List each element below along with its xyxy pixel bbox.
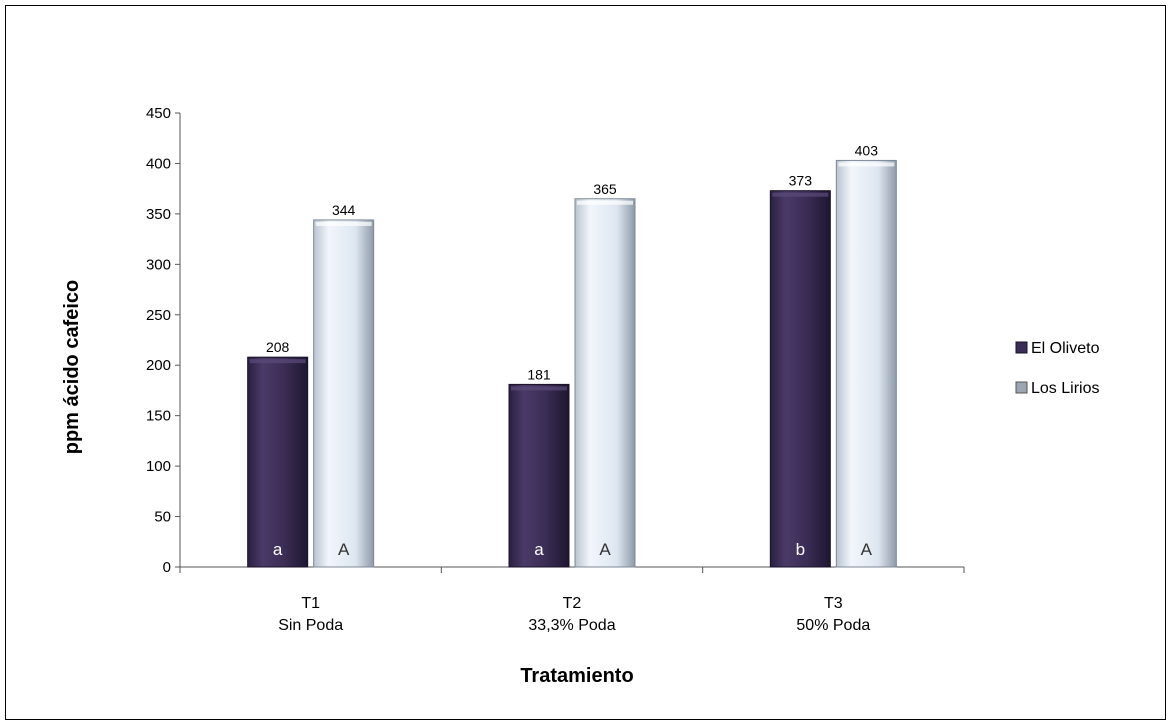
x-category-desc: Sin Poda: [278, 617, 343, 634]
significance-letter: A: [338, 540, 350, 559]
bar: [835, 159, 897, 568]
x-category-code: T3: [824, 595, 843, 612]
bar-value-label: 365: [593, 181, 617, 197]
x-category-code: T1: [301, 595, 320, 612]
bar-highlight: [315, 221, 372, 226]
x-axis-title: Tratamiento: [520, 665, 633, 687]
bar-value-label: 181: [527, 366, 551, 382]
significance-letter: a: [273, 540, 283, 559]
bar-value-label: 403: [855, 142, 879, 158]
y-tick-label: 50: [154, 509, 171, 526]
bar: [313, 219, 375, 568]
y-tick-label: 0: [163, 559, 171, 576]
significance-letter: b: [796, 540, 805, 559]
legend-swatch: [1015, 381, 1028, 394]
bar-highlight: [838, 162, 895, 167]
bar-highlight: [511, 386, 567, 391]
y-tick-label: 150: [146, 408, 171, 425]
legend-label: El Oliveto: [1031, 340, 1100, 357]
bar-highlight: [772, 192, 829, 197]
x-category-desc: 50% Poda: [796, 617, 870, 634]
x-category-code: T2: [563, 595, 582, 612]
significance-letter: A: [599, 540, 611, 559]
bar-highlight: [249, 359, 306, 364]
bar-value-label: 344: [332, 202, 356, 218]
y-axis-title: ppm ácido cafeico: [61, 280, 83, 455]
bar-highlight: [577, 200, 633, 205]
legend-label: Los Lirios: [1031, 380, 1099, 397]
bar-value-label: 208: [266, 339, 290, 355]
y-tick-label: 350: [146, 206, 171, 223]
x-category-desc: 33,3% Poda: [528, 617, 615, 634]
legend-swatch: [1015, 341, 1028, 354]
significance-letter: a: [534, 540, 544, 559]
y-tick-label: 200: [146, 357, 171, 374]
bar: [247, 356, 309, 568]
y-tick-label: 250: [146, 307, 171, 324]
y-tick-label: 300: [146, 256, 171, 273]
bar: [508, 383, 570, 568]
bar: [574, 198, 636, 568]
bar: [769, 190, 831, 568]
y-tick-label: 100: [146, 458, 171, 475]
significance-letter: A: [861, 540, 873, 559]
bar-value-label: 373: [789, 173, 813, 189]
y-tick-label: 400: [146, 155, 171, 172]
y-tick-label: 450: [146, 105, 171, 122]
